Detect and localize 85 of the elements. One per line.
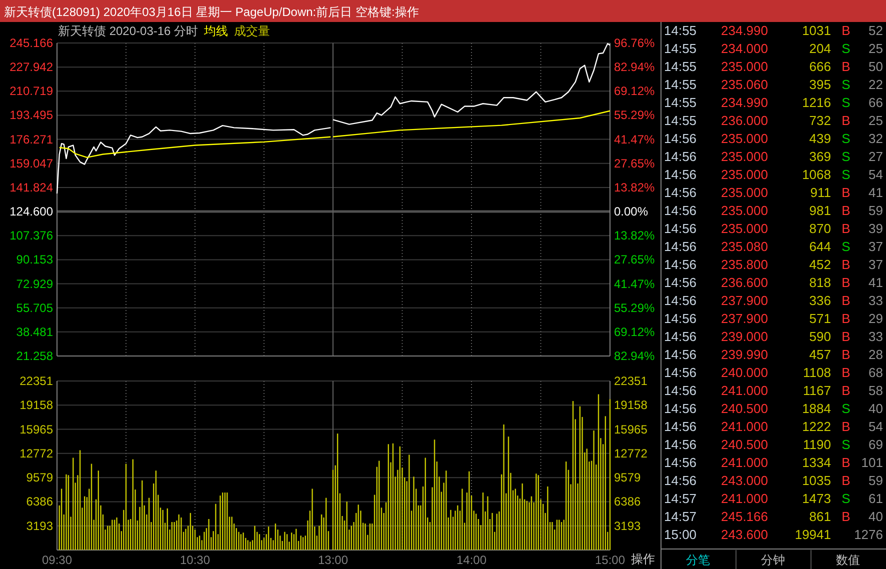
y-tick-label: 107.376 — [10, 228, 54, 243]
text: 14:56 241.000 1334 B 101 — [664, 455, 883, 470]
text: 数值 — [836, 553, 860, 567]
text: 成交量 — [234, 24, 270, 38]
text: 14:56 235.080 644 S 37 — [664, 239, 883, 254]
y-tick-label: 245.166 — [10, 36, 54, 50]
x-tick-label: 14:00 — [456, 553, 487, 567]
text: 27.65% — [614, 252, 655, 267]
x-tick-label: 09:30 — [42, 553, 72, 567]
text: 14:56 239.000 590 B 33 — [664, 329, 883, 344]
text: 96.76% — [614, 36, 655, 50]
y-tick-label: 3193 — [26, 518, 54, 533]
text: 82.94% — [614, 60, 655, 74]
y-tick-label: 210.719 — [10, 84, 54, 98]
chart-subtitle: 新天转债 2020-03-16 分时 — [58, 24, 198, 38]
text: 均线 — [203, 24, 228, 38]
text: 14:56 235.800 452 B 37 — [664, 257, 883, 272]
text: 14:56 240.500 1190 S 69 — [664, 437, 883, 452]
text: 14:56 241.000 1222 B 54 — [664, 419, 883, 434]
text: 14:56 236.600 818 B 41 — [664, 275, 883, 290]
y-tick-label: 19158 — [20, 398, 54, 412]
text: 操作 — [631, 552, 655, 566]
text: 14:55 234.990 1216 S 66 — [664, 95, 883, 110]
text: 14:55 234.000 204 S 25 — [664, 41, 883, 56]
y2-tick-label: 15965 — [614, 422, 648, 436]
y-tick-label: 21.258 — [16, 349, 54, 363]
text: 14:56 237.900 571 B 29 — [664, 311, 883, 326]
y2-tick-label: 22351 — [614, 374, 648, 388]
y-tick-label: 6386 — [26, 494, 54, 509]
y2-tick-label: 9579 — [614, 470, 642, 485]
text: 14:56 239.990 457 B 28 — [664, 347, 883, 362]
y2-tick-label: 6386 — [614, 494, 642, 509]
text: 14:55 236.000 732 B 25 — [664, 113, 883, 128]
x-tick-label: 13:00 — [318, 553, 348, 567]
text: 14:56 235.000 369 S 27 — [664, 149, 883, 164]
text: 14:56 240.500 1884 S 40 — [664, 401, 883, 416]
y-tick-label: 72.929 — [16, 276, 54, 291]
y-tick-label: 90.153 — [16, 252, 54, 267]
text: 14:56 235.000 1068 S 54 — [664, 167, 883, 182]
text: 14:56 235.000 911 B 41 — [664, 185, 883, 200]
text: 55.29% — [614, 300, 655, 315]
y-tick-label: 55.705 — [16, 300, 54, 315]
text: 14:55 235.060 395 S 22 — [664, 77, 883, 92]
text: 14:56 235.000 439 S 32 — [664, 131, 883, 146]
x-tick-label: 10:30 — [180, 553, 210, 567]
y-tick-label: 141.824 — [10, 180, 54, 194]
text: 41.47% — [614, 132, 655, 146]
text: 41.47% — [614, 276, 655, 291]
text: 13.82% — [614, 228, 655, 243]
y-tick-label: 193.495 — [10, 108, 54, 122]
y-tick-label: 12772 — [20, 446, 54, 460]
chart-title: 新天转债(128091) 2020年03月16日 星期一 PageUp/Down:前后日 空格键:操作 — [4, 5, 419, 19]
y-tick-label: 22351 — [20, 374, 54, 388]
y-tick-label: 176.271 — [10, 132, 54, 146]
text: 69.12% — [614, 84, 655, 98]
y-tick-label: 9579 — [26, 470, 54, 485]
text: 分笔 — [686, 553, 710, 567]
text: 14:56 243.000 1035 B 59 — [664, 473, 883, 488]
text: 14:56 235.000 981 B 59 — [664, 203, 883, 218]
text: 14:56 240.000 1108 B 68 — [664, 365, 883, 380]
y2-tick-label: 12772 — [614, 446, 648, 460]
text: 14:55 235.000 666 B 50 — [664, 59, 883, 74]
x-tick-label: 15:00 — [594, 553, 626, 567]
text: 14:57 241.000 1473 S 61 — [664, 491, 883, 506]
text: 27.65% — [614, 156, 655, 170]
text: 69.12% — [614, 324, 655, 339]
text: 0.00% — [614, 204, 648, 219]
text: 15:00 243.600 19941 1276 — [664, 527, 883, 542]
text: 55.29% — [614, 108, 655, 122]
text: 14:56 237.900 336 B 33 — [664, 293, 883, 308]
text: 14:57 245.166 861 B 40 — [664, 509, 883, 524]
y-tick-label: 38.481 — [16, 324, 54, 339]
y-tick-label: 227.942 — [10, 60, 54, 74]
text: 14:56 241.000 1167 B 58 — [664, 383, 883, 398]
y2-tick-label: 19158 — [614, 398, 648, 412]
text: 14:56 235.000 870 B 39 — [664, 221, 883, 236]
text: 14:55 234.990 1031 B 52 — [664, 23, 883, 38]
title-bar: 新天转债(128091) 2020年03月16日 星期一 PageUp/Down:前后日 空格键:操作 — [0, 0, 886, 22]
text: 82.94% — [614, 349, 655, 363]
text: 分钟 — [761, 553, 785, 567]
y-tick-label: 159.047 — [10, 156, 54, 170]
y-tick-label: 124.600 — [10, 204, 54, 219]
y2-tick-label: 3193 — [614, 518, 642, 533]
text: 13.82% — [614, 180, 655, 194]
y-tick-label: 15965 — [20, 422, 54, 436]
